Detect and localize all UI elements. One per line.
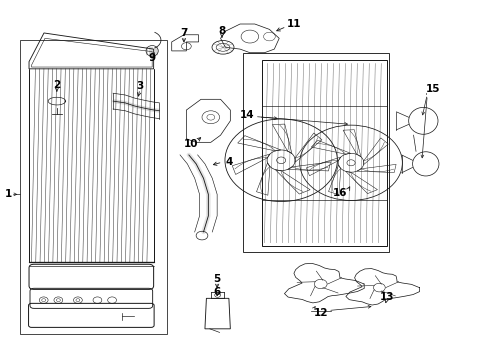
Text: 1: 1 (5, 189, 12, 199)
Text: 6: 6 (214, 287, 221, 297)
Text: 9: 9 (148, 53, 156, 63)
Text: 14: 14 (240, 111, 255, 121)
Text: 15: 15 (426, 84, 441, 94)
Text: 16: 16 (333, 188, 347, 198)
Text: 8: 8 (219, 26, 226, 36)
Bar (20, 40, 167, 334)
Text: 13: 13 (379, 292, 394, 302)
Text: 5: 5 (214, 274, 221, 284)
Text: 3: 3 (136, 81, 144, 91)
Text: 7: 7 (180, 28, 188, 38)
Bar (243, 53, 389, 252)
Text: 2: 2 (53, 80, 60, 90)
Text: 11: 11 (287, 19, 301, 29)
Text: 4: 4 (226, 157, 233, 167)
Text: 10: 10 (184, 139, 198, 149)
Text: 12: 12 (314, 309, 328, 318)
